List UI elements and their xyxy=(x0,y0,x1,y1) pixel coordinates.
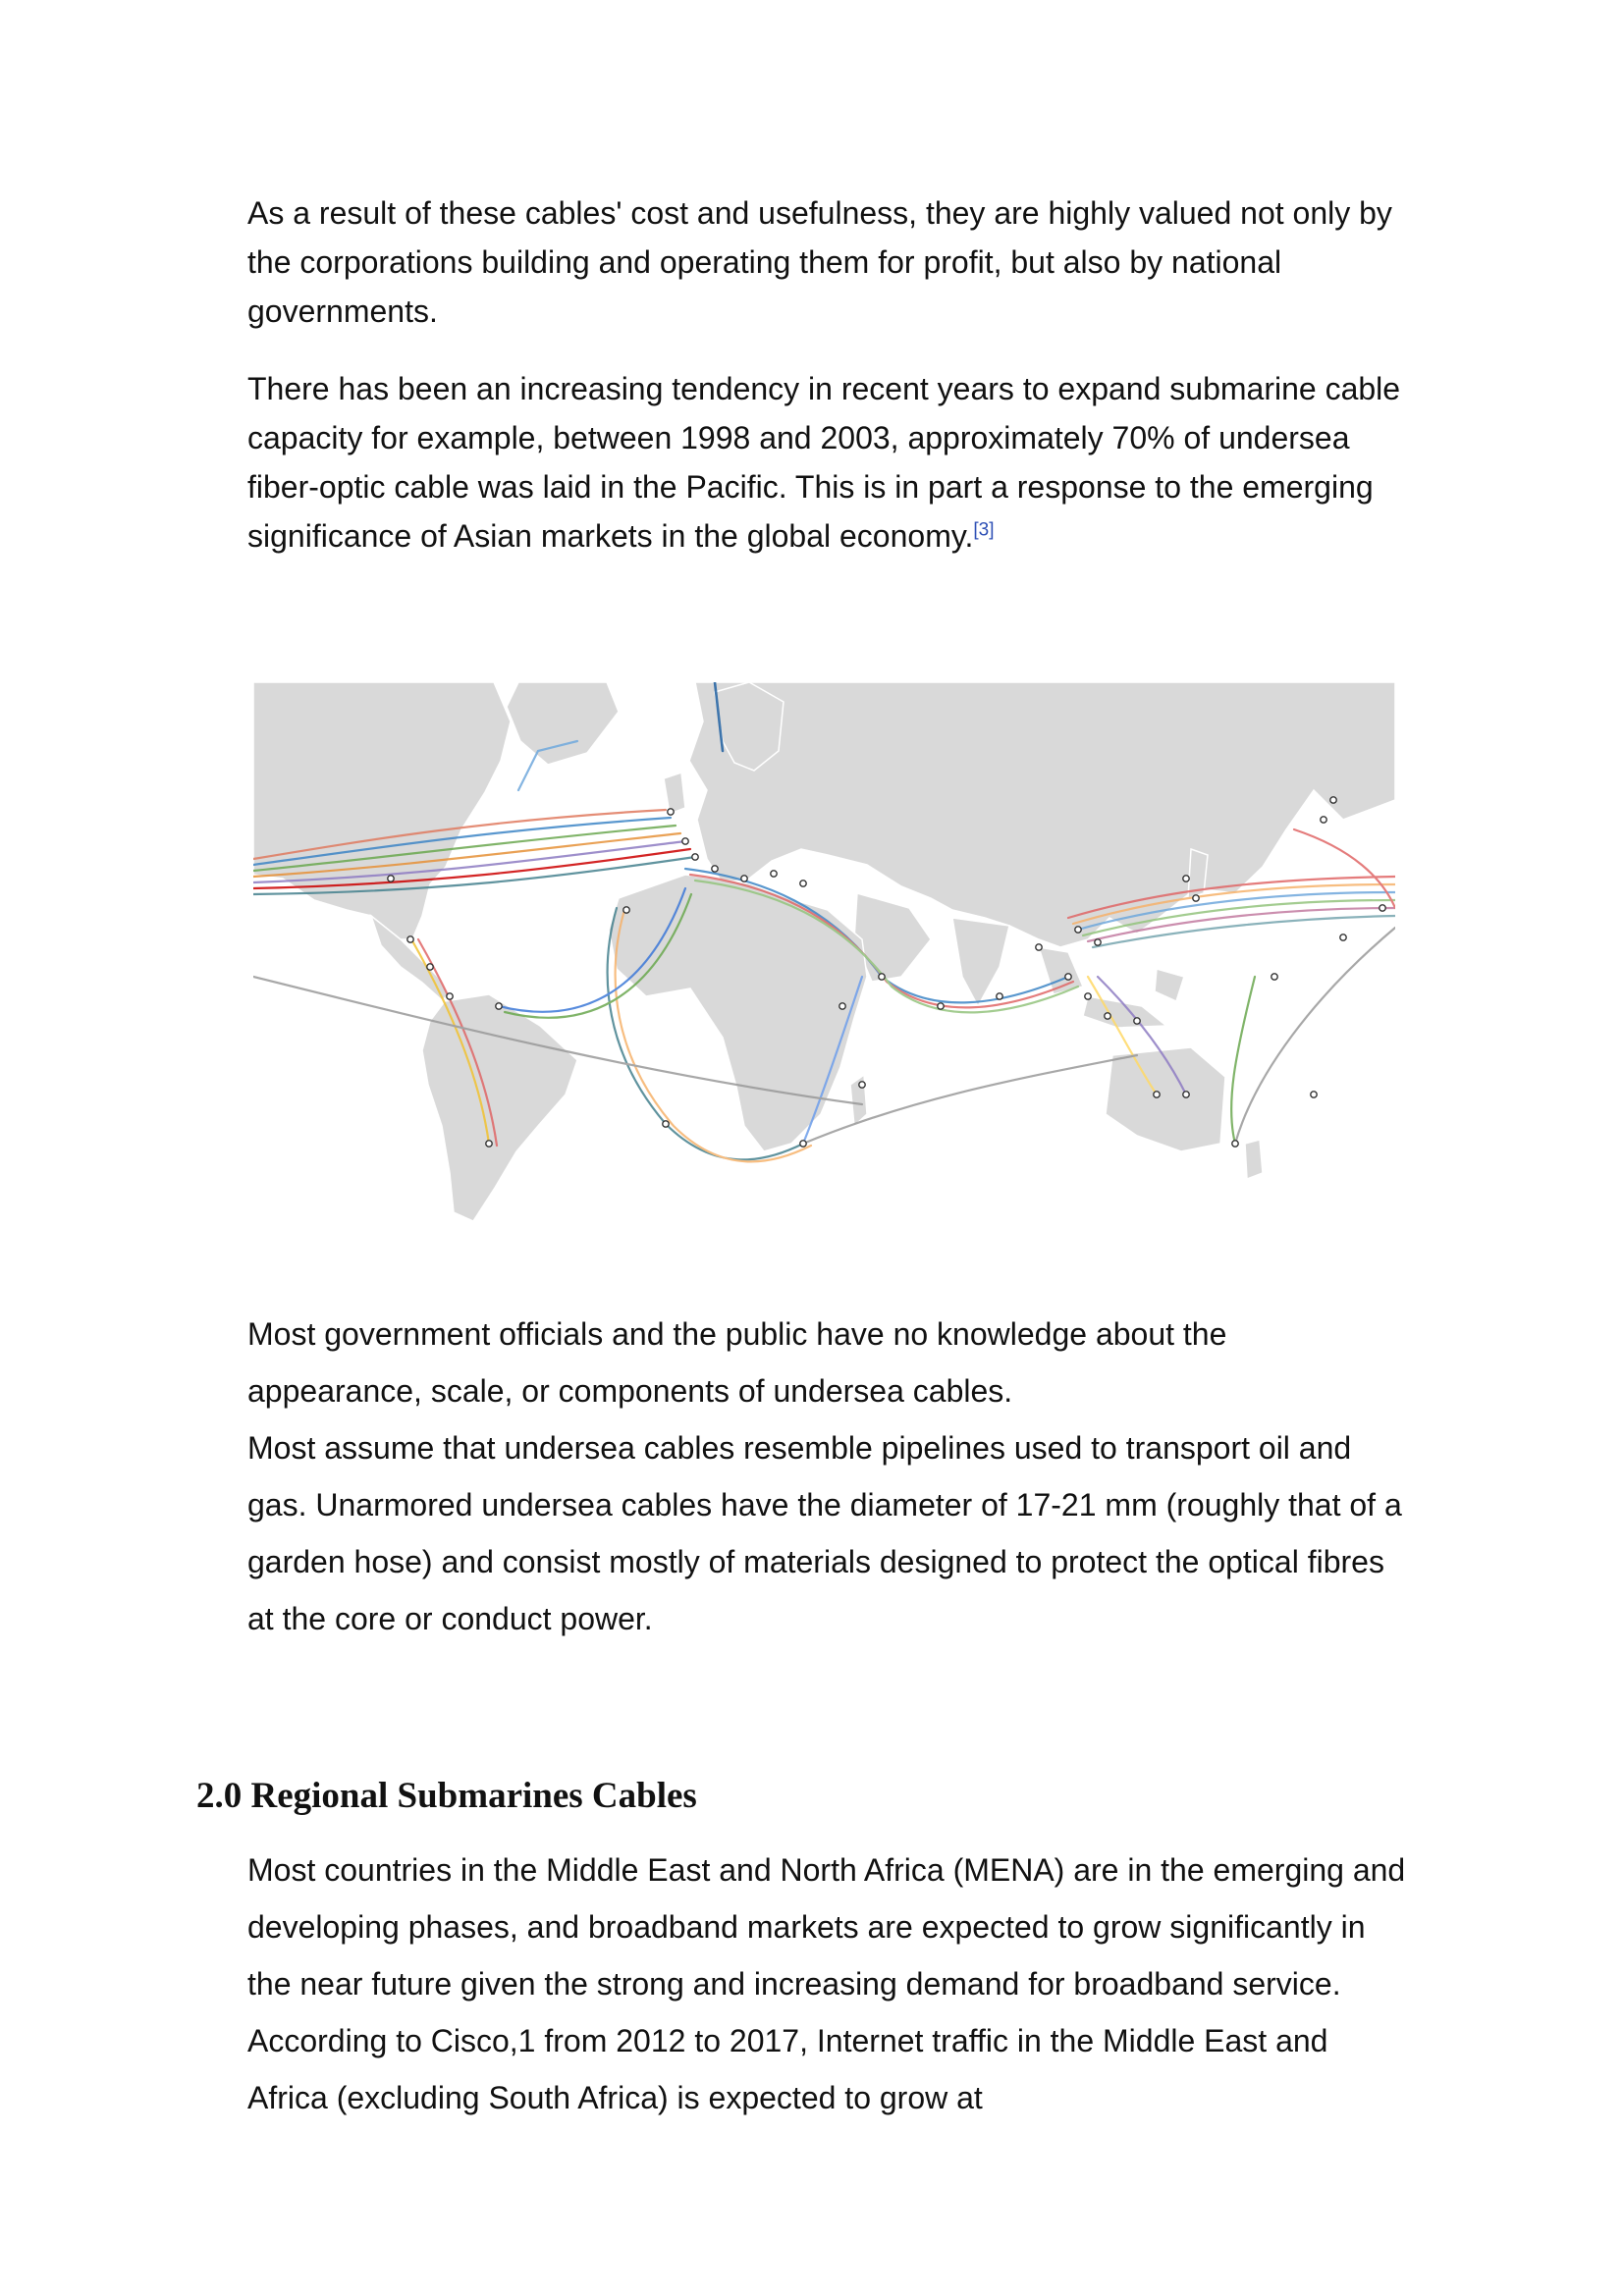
paragraph-pacific-text: There has been an increasing tendency in… xyxy=(247,371,1401,554)
paragraph-cable-appearance: Most government officials and the public… xyxy=(247,1306,1406,1647)
citation-link[interactable]: [3] xyxy=(973,519,995,541)
landing-points xyxy=(387,796,1386,1148)
paragraph-pacific-capacity: There has been an increasing tendency in… xyxy=(247,364,1406,561)
paragraph-mena-broadband: Most countries in the Middle East and No… xyxy=(247,1852,1406,2115)
paragraph-pipeline-text: Most assume that undersea cables resembl… xyxy=(247,1430,1402,1636)
section-heading: 2.0 Regional Submarines Cables xyxy=(196,1776,697,1816)
submarine-cable-map xyxy=(253,682,1395,1221)
paragraph-cable-value: As a result of these cables' cost and us… xyxy=(247,195,1392,329)
land-masses xyxy=(253,682,1395,1221)
paragraph-knowledge-text: Most government officials and the public… xyxy=(247,1316,1227,1409)
cable-routes xyxy=(253,682,1395,1163)
